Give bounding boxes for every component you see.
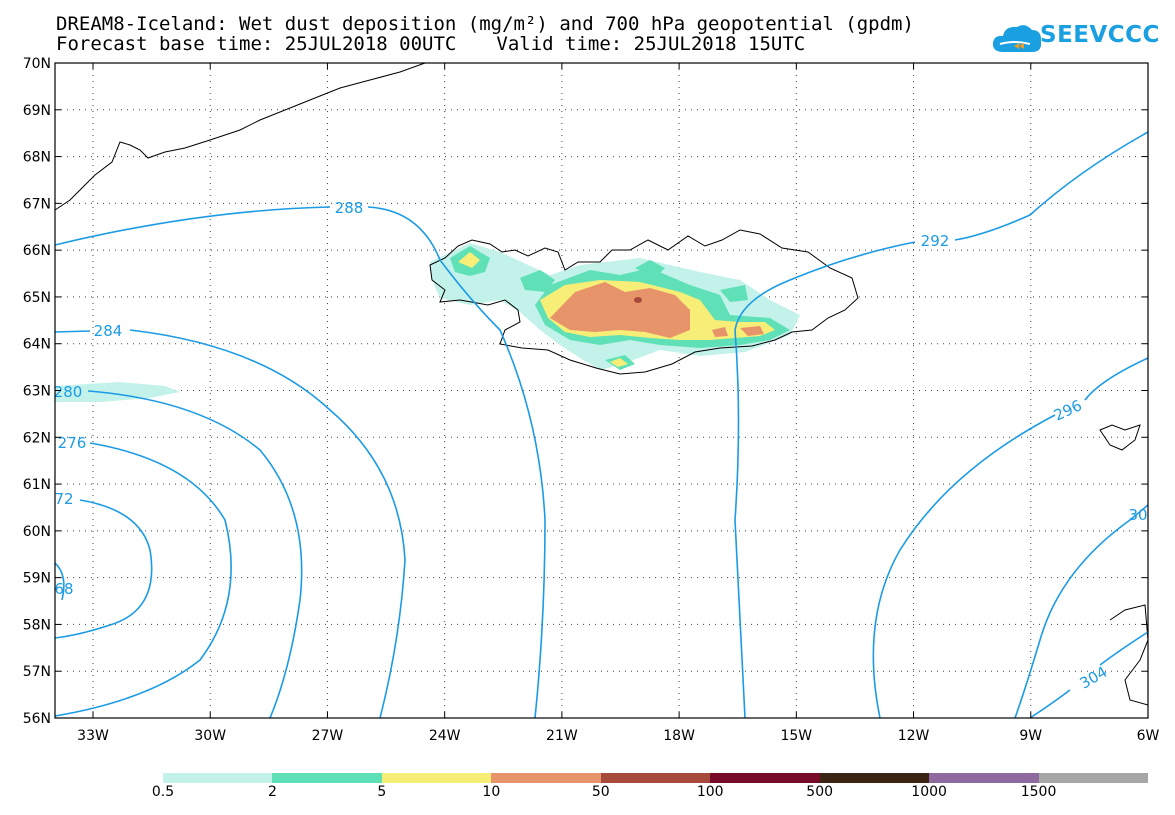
lat-label: 57N [23, 664, 51, 680]
contour-label-288: 288 [335, 199, 364, 217]
colorbar-swatch [1038, 773, 1148, 783]
lon-label: 9W [1019, 728, 1042, 744]
greenland-coast [54, 62, 426, 211]
contour-label-276: 276 [58, 434, 87, 452]
contour-line-288 [54, 206, 546, 719]
lat-label: 65N [23, 290, 51, 306]
dust-area-brown [634, 297, 642, 303]
contour-label-292: 292 [921, 232, 950, 250]
contour-line-72 [54, 499, 153, 639]
geopotential-contours [54, 131, 1149, 719]
scotland-coast [1109, 604, 1149, 706]
map-subtitle: Forecast base time: 25JUL2018 00UTC Valid… [56, 34, 805, 54]
colorbar-label: 100 [696, 784, 724, 800]
map-title: DREAM8-Iceland: Wet dust deposition (mg/… [56, 13, 914, 35]
iceland-coast [429, 229, 859, 375]
colorbar-label: 1500 [1020, 784, 1057, 800]
lat-label: 56N [23, 711, 51, 727]
dust-deposition-field [55, 243, 800, 402]
coastlines [54, 62, 1149, 706]
contour-line-280 [87, 390, 303, 719]
lat-label: 64N [23, 337, 51, 353]
grid-lines [55, 63, 1148, 718]
colorbar-swatch [272, 773, 382, 783]
contour-line-296 [872, 357, 1149, 719]
lat-label: 59N [23, 571, 51, 587]
cloud-logo-icon [992, 25, 1042, 52]
contour-label-30: 30 [1128, 506, 1147, 524]
colorbar-swatch [491, 773, 601, 783]
lon-label: 18W [663, 728, 695, 744]
lon-label: 21W [546, 728, 578, 744]
contour-line-68 [54, 562, 65, 601]
lon-label: 24W [429, 728, 461, 744]
colorbar-swatch [163, 773, 273, 783]
lon-label: 15W [780, 728, 812, 744]
colorbar-swatch [600, 773, 711, 783]
contour-line-284 [54, 329, 406, 719]
colorbar-swatch [819, 773, 930, 783]
lat-label: 61N [23, 477, 51, 493]
contour-label-304: 304 [1077, 663, 1111, 693]
colorbar-label: 1000 [911, 784, 947, 800]
colorbar-label: 10 [482, 784, 501, 800]
colorbar-label: 2 [267, 784, 277, 800]
contour-label-284: 284 [94, 322, 123, 340]
lon-label: 12W [898, 728, 930, 744]
lon-label: 30W [194, 728, 226, 744]
lat-label: 69N [23, 103, 51, 119]
lon-label: 33W [77, 728, 109, 744]
contour-label-280: 280 [54, 383, 83, 401]
contour-line-304 [1029, 631, 1149, 719]
lon-label: 27W [312, 728, 344, 744]
contour-labels: 288 292 284 280 276 72 68 296 30 304 [54, 199, 1148, 693]
colorbar-label: 5 [377, 784, 387, 800]
lat-label: 67N [23, 196, 51, 212]
faroe-islands [1099, 424, 1141, 451]
lat-label: 60N [23, 524, 51, 540]
dust-area-orange [550, 282, 764, 338]
colorbar-swatch [710, 773, 820, 783]
lon-label: 6W [1137, 728, 1160, 744]
forecast-base-time: Forecast base time: 25JUL2018 00UTC [56, 33, 457, 55]
colorbar-label: 0.5 [151, 784, 175, 800]
colorbar [163, 773, 1148, 783]
colorbar-label: 500 [806, 784, 834, 800]
contour-label-296: 296 [1051, 396, 1085, 424]
dust-area-cyan-west [55, 382, 180, 402]
lat-label: 63N [23, 384, 51, 400]
contour-label-72: 72 [54, 490, 73, 508]
lat-label: 70N [23, 56, 51, 72]
contour-line-276 [54, 442, 232, 717]
contour-label-68: 68 [54, 580, 73, 598]
colorbar-swatch [929, 773, 1039, 783]
lat-label: 58N [23, 617, 51, 633]
map-axes: 70N 69N 68N 67N 66N 65N 64N 63N 62N 61N 60N 59N 58N 5… [23, 56, 1160, 744]
contour-line-30 [1014, 504, 1149, 719]
contour-line-292 [734, 131, 1149, 719]
colorbar-swatch [381, 773, 492, 783]
valid-time: Valid time: 25JUL2018 15UTC [496, 33, 806, 55]
colorbar-label: 50 [591, 784, 610, 800]
logo-text: SEEVCCC [1040, 22, 1160, 48]
lat-label: 68N [23, 150, 51, 166]
lat-label: 62N [23, 430, 51, 446]
lat-label: 66N [23, 243, 51, 259]
